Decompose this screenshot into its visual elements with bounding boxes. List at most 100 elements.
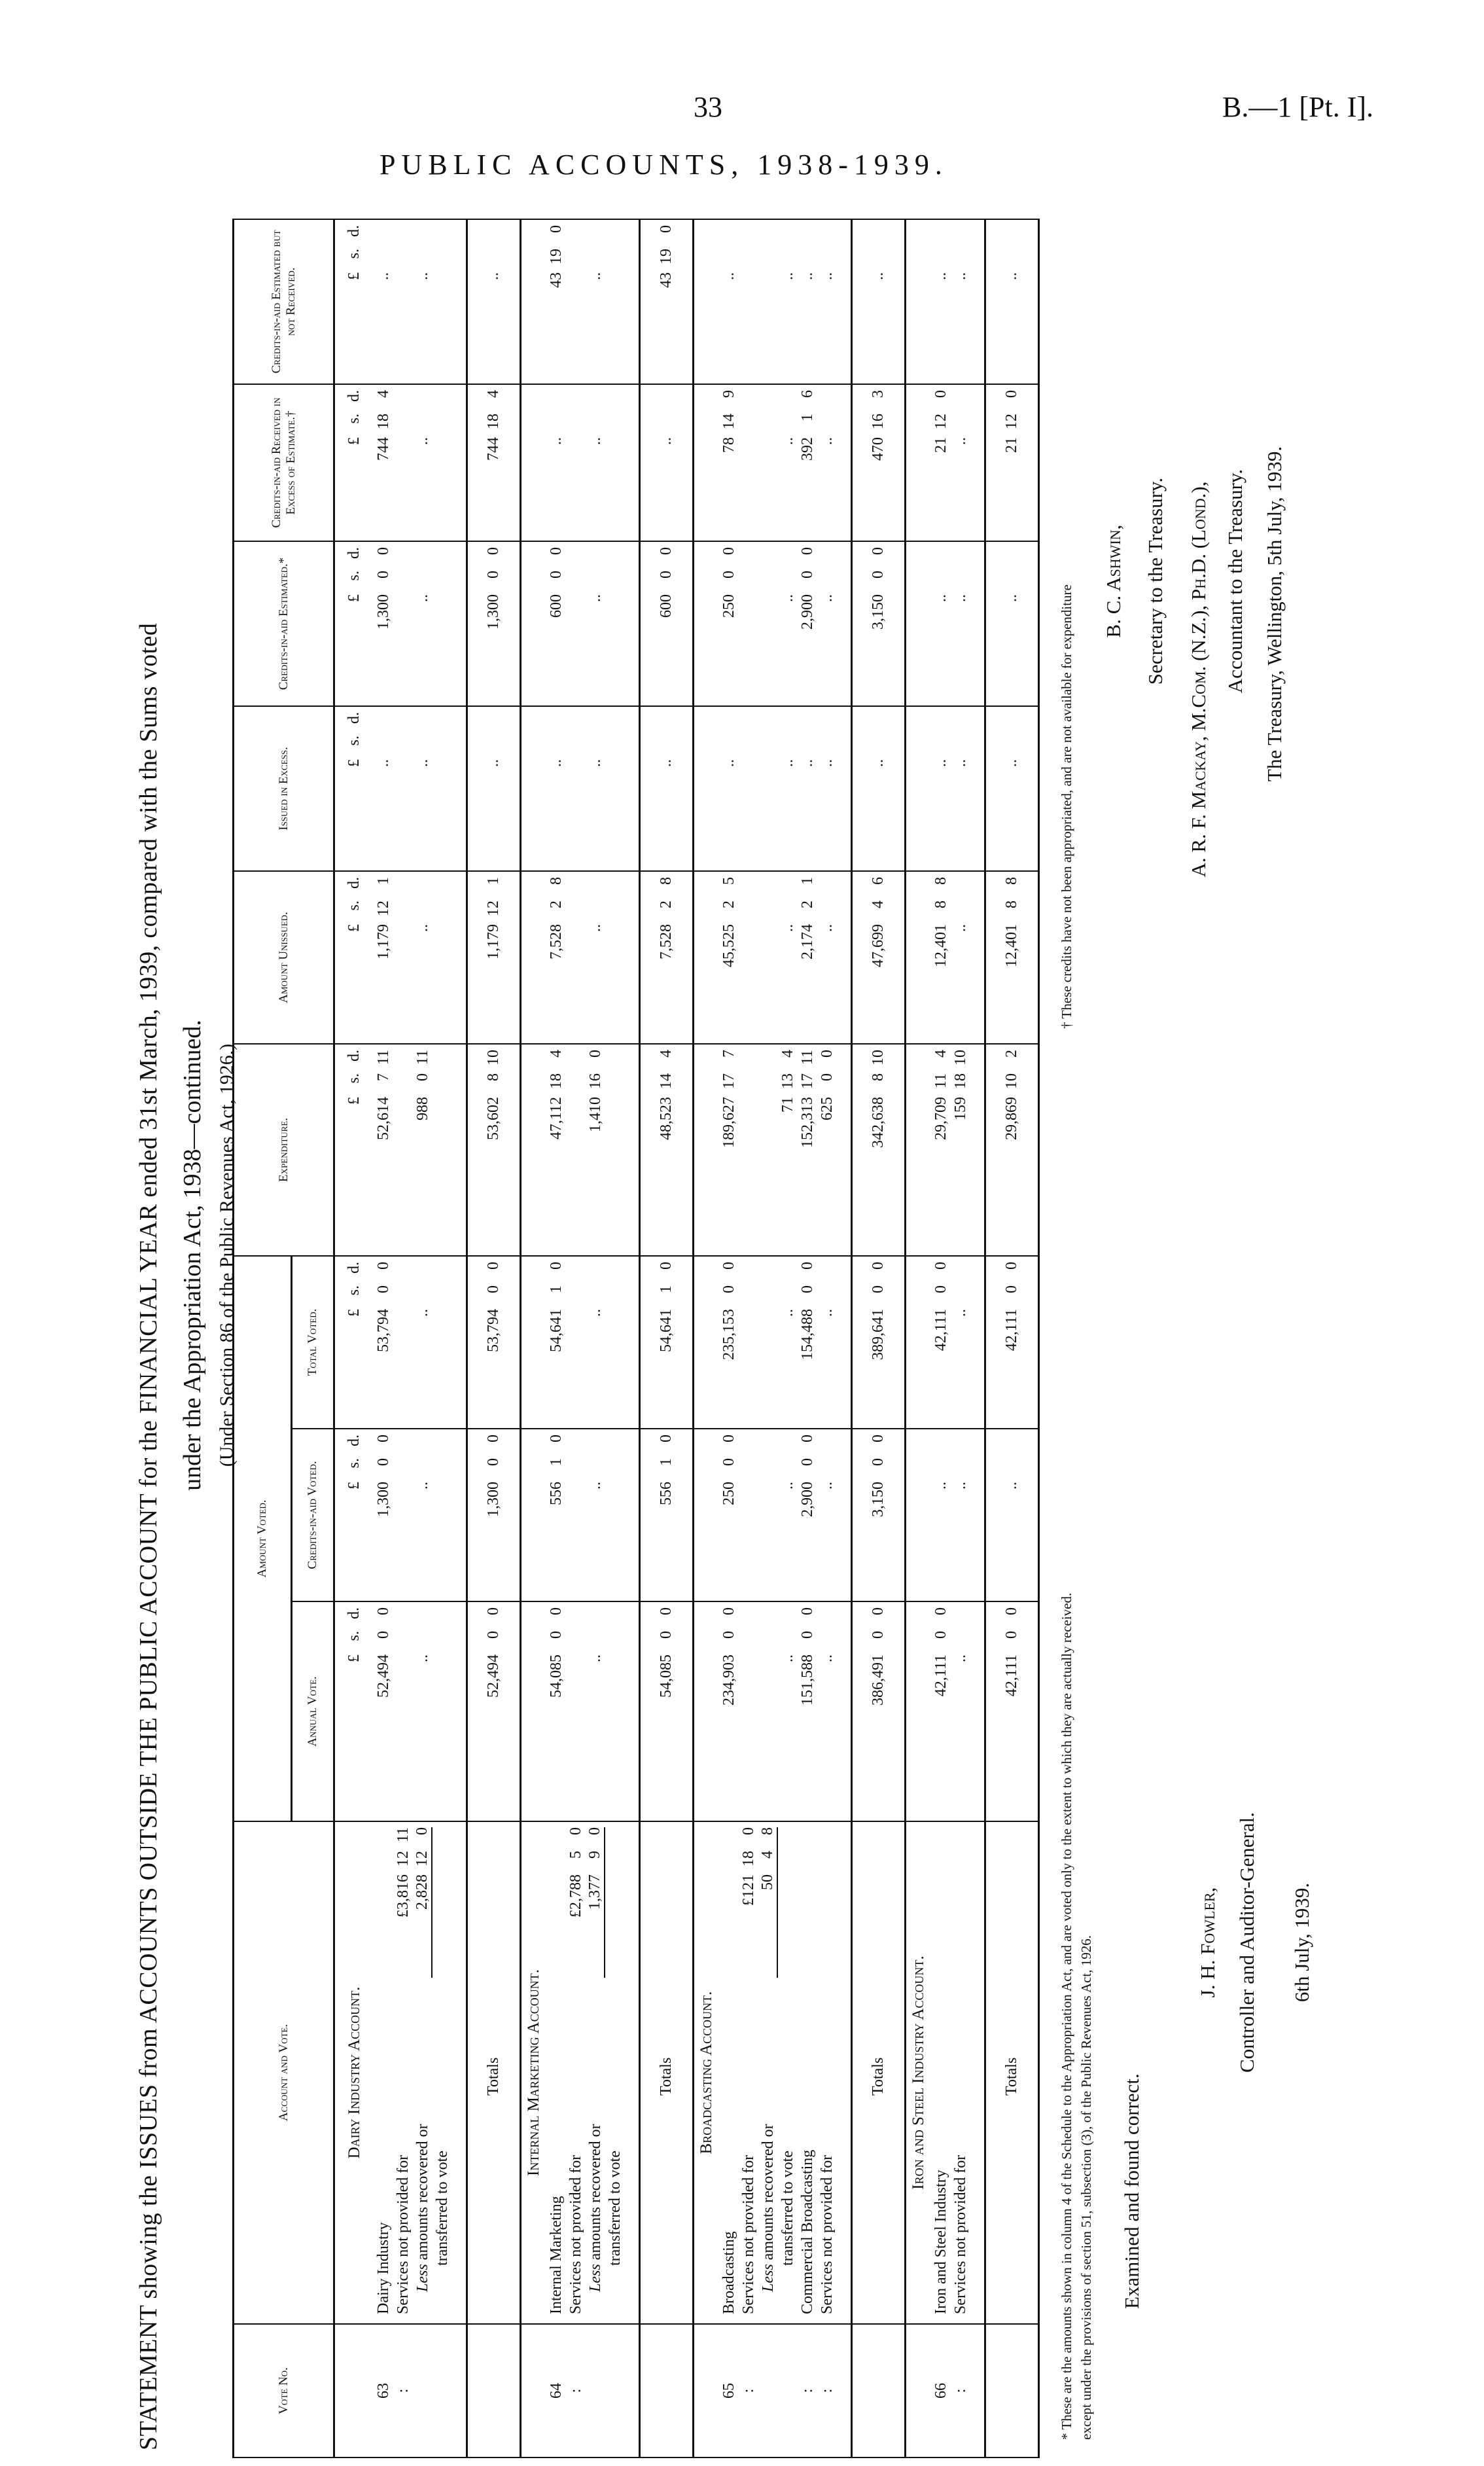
pounds: 54,641 xyxy=(548,1308,565,1352)
shillings xyxy=(587,736,605,759)
account-line: Internal Marketing xyxy=(548,1827,565,2318)
amount: .. xyxy=(658,712,675,865)
pence: 0 xyxy=(485,1261,502,1270)
pounds: .. xyxy=(414,1654,431,1662)
shillings xyxy=(548,414,565,437)
amount: .. xyxy=(587,877,605,1038)
credits-in-aid-estimated-cell: .. xyxy=(586,541,606,706)
shillings: 14 xyxy=(658,1073,675,1089)
vote-cell xyxy=(433,2324,453,2457)
amount: 21 12 0 xyxy=(932,390,950,535)
shillings: 0 xyxy=(932,1285,949,1293)
pounds: .. xyxy=(485,272,502,280)
credits-in-aid-voted-cell xyxy=(566,1429,586,1601)
pence xyxy=(414,390,432,414)
pounds: .. xyxy=(779,759,796,767)
amount: 625 0 0 xyxy=(819,1050,836,1250)
pence xyxy=(1003,1435,1021,1458)
section-heading-row: Broadcasting Account. xyxy=(693,219,720,2457)
amount: 159 18 10 xyxy=(952,1050,970,1250)
pence xyxy=(414,225,432,249)
shillings: 0 xyxy=(870,1285,887,1293)
pence xyxy=(779,1435,797,1458)
amount: 600 0 0 xyxy=(548,547,565,700)
account-cell: Broadcasting xyxy=(719,1821,739,2324)
shillings xyxy=(932,571,950,594)
pence: 0 xyxy=(485,1607,502,1615)
shillings xyxy=(952,1631,970,1654)
shillings xyxy=(819,571,836,594)
account-line: Services not provided for £3,816 12 11 xyxy=(395,1827,412,2318)
pence: 0 xyxy=(586,1827,603,1835)
amount: £121 18 0 xyxy=(740,1827,758,1933)
pence: 0 xyxy=(548,224,565,233)
shillings xyxy=(952,1285,970,1309)
pence xyxy=(548,390,565,414)
pounds: 7,528 xyxy=(548,923,565,959)
issued-in-excess-total-cell: .. xyxy=(985,706,1039,871)
amount: 234,903 0 0 xyxy=(720,1607,738,1815)
account-cell: Services not provided for £3,816 12 11 xyxy=(393,1821,414,2324)
credits-in-aid-not-received-cell: .. xyxy=(413,219,433,384)
account-label-text: transferred to vote xyxy=(434,2151,451,2266)
account-line: Dairy Industry xyxy=(375,1827,393,2318)
account-cell: Services not provided for £2,788 5 0 xyxy=(566,1821,586,2324)
shillings: 0 xyxy=(799,1631,816,1639)
shillings: 7 xyxy=(375,1073,392,1081)
table-row: Less amounts recovered or 2,828 12 0...... 9… xyxy=(413,219,433,2457)
pence: 4 xyxy=(485,389,502,398)
account-line: Services not provided for xyxy=(819,1827,836,2318)
amount: 3,150 0 0 xyxy=(870,1435,887,1596)
pounds: 54,085 xyxy=(548,1654,565,1698)
annual-vote-cell xyxy=(393,1601,414,1821)
vote-cell xyxy=(467,2324,521,2457)
pence xyxy=(819,1262,836,1285)
expenditure-cell: 159 18 10 xyxy=(951,1043,971,1256)
shillings: 8 xyxy=(932,900,949,908)
pounds: .. xyxy=(587,594,604,602)
pounds: .. xyxy=(819,437,836,445)
amount: .. xyxy=(720,712,738,865)
shillings xyxy=(587,1285,605,1309)
section-heading-row: Iron and Steel Industry Account. xyxy=(905,219,932,2457)
credits-in-aid-estimated-cell: .. xyxy=(931,541,951,706)
credits-in-aid-voted-cell xyxy=(739,1429,759,1601)
total-voted-cell: .. xyxy=(413,1255,433,1429)
account-cell: Broadcasting Account. xyxy=(693,1821,720,2324)
account-cell: Dairy Industry xyxy=(374,1821,394,2324)
accountant-name: A. R. F. Mackay, M.Com. (N.Z.), Ph.D. (L… xyxy=(1187,481,1210,878)
credits-in-aid-not-received-cell xyxy=(566,219,586,384)
header-credits-in-aid-not-received: Credits-in-aid Estimated but not Receive… xyxy=(233,219,334,384)
credits-in-aid-voted-cell xyxy=(758,1429,779,1601)
expenditure-cell: 71 13 4 xyxy=(778,1043,798,1256)
account-label: transferred to vote xyxy=(434,1978,451,2318)
pence xyxy=(952,1435,970,1458)
issued-in-excess-cell xyxy=(393,706,414,871)
amount: 1,179 12 1 xyxy=(375,877,393,1038)
sub-amount: 1,377 9 0 xyxy=(586,1827,605,1978)
account-line: Services not provided for £2,788 5 0 xyxy=(567,1827,585,2318)
pence: 0 xyxy=(720,1435,737,1442)
credits-in-aid-not-received-cell: .. xyxy=(778,219,798,384)
pounds: 53,602 xyxy=(485,1096,502,1140)
amount: .. xyxy=(952,1435,970,1596)
amount: .. xyxy=(375,712,393,865)
account-label: Broadcasting xyxy=(720,1978,738,2318)
pence xyxy=(485,712,503,736)
credits-in-aid-received-in-excess-cell xyxy=(605,384,626,541)
total-voted-cell xyxy=(605,1255,626,1429)
pounds: .. xyxy=(952,1308,969,1317)
credits-in-aid-estimated-cell xyxy=(758,541,779,706)
spacer-cell xyxy=(452,2324,467,2457)
pence: 0 xyxy=(1003,1607,1020,1615)
amount-unissued-cell xyxy=(758,870,779,1044)
pounds: .. xyxy=(819,759,836,767)
pence: 4 xyxy=(375,389,392,398)
account-label: transferred to vote xyxy=(779,1978,797,2318)
pounds: .. xyxy=(870,272,887,280)
amount: 2,174 2 1 xyxy=(799,877,817,1038)
amount: 189,627 17 7 xyxy=(720,1050,738,1250)
table-row: : Services not provided for £121 18 0 xyxy=(739,219,759,2457)
section-heading-row: Internal Marketing Account. xyxy=(520,219,547,2457)
shillings xyxy=(932,1458,950,1482)
